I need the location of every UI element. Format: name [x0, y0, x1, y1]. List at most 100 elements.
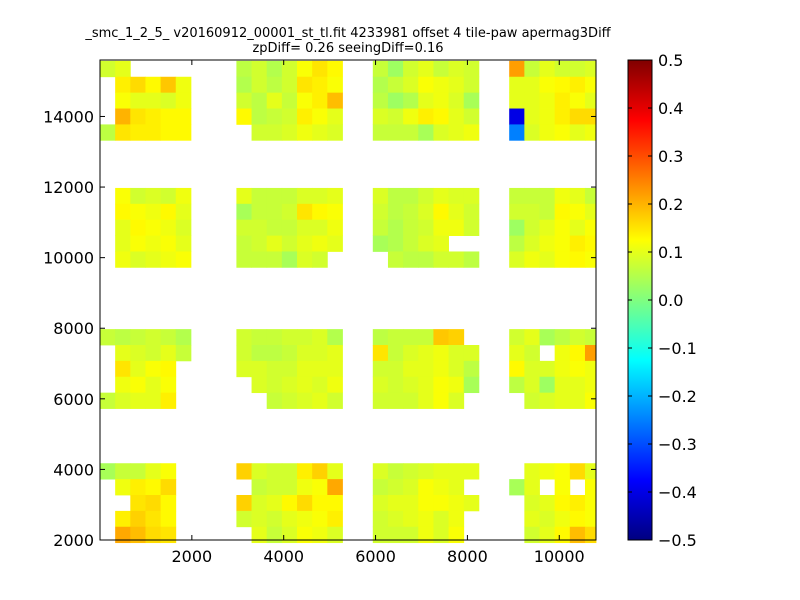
heatmap-cell — [297, 251, 313, 268]
heatmap-cell — [130, 251, 146, 268]
heatmap-cell — [160, 495, 177, 512]
heatmap-cell — [372, 526, 389, 544]
heatmap-cell — [160, 360, 177, 378]
heatmap-cell — [266, 345, 283, 362]
heatmap-cell — [297, 329, 313, 346]
heatmap-cell — [327, 392, 343, 409]
heatmap-cell — [524, 92, 540, 109]
heatmap-cell — [463, 219, 480, 236]
heatmap-cell — [448, 376, 465, 394]
heatmap-cell — [524, 495, 540, 512]
heatmap-cell — [403, 329, 419, 346]
heatmap-cell — [266, 479, 283, 496]
x-tick-label: 2000 — [171, 547, 212, 566]
heatmap-cell — [251, 187, 268, 205]
heatmap-cell — [266, 60, 283, 78]
heatmap-cell — [281, 345, 298, 362]
heatmap-cell — [509, 479, 525, 496]
heatmap-cell — [372, 495, 389, 512]
heatmap-cell — [115, 392, 131, 409]
heatmap-cell — [569, 526, 586, 544]
heatmap-cell — [312, 526, 328, 544]
heatmap-cell — [554, 479, 571, 496]
heatmap-cell — [418, 108, 434, 125]
heatmap-cell — [539, 203, 556, 221]
heatmap-cell — [115, 376, 131, 394]
heatmap-cell — [569, 219, 586, 236]
heatmap-cell — [584, 219, 597, 236]
heatmap-cell — [145, 124, 162, 141]
heatmap-cell — [569, 108, 586, 125]
heatmap-cell — [554, 187, 571, 205]
heatmap-cell — [312, 124, 328, 141]
heatmap-cell — [569, 463, 586, 480]
heatmap-cell — [554, 124, 571, 141]
heatmap-cell — [433, 345, 449, 362]
heatmap-cell — [145, 219, 162, 236]
heatmap-cell — [160, 463, 177, 480]
heatmap-cell — [539, 108, 556, 125]
heatmap-cell — [403, 392, 419, 409]
heatmap-cell — [372, 360, 389, 378]
heatmap-cell — [539, 463, 556, 480]
heatmap-cell — [433, 76, 449, 94]
heatmap-cell — [463, 124, 480, 141]
heatmap-cell — [539, 329, 556, 346]
heatmap-cell — [372, 463, 389, 480]
heatmap-cell — [403, 526, 419, 544]
heatmap-cell — [418, 392, 434, 409]
heatmap-cell — [266, 219, 283, 236]
colorbar-tick-label: 0.2 — [658, 195, 683, 214]
heatmap-cell — [524, 329, 540, 346]
heatmap-cell — [554, 345, 571, 362]
heatmap-cell — [251, 108, 268, 125]
heatmap-cell — [312, 60, 328, 78]
axes: 2000 4000 6000 8000 10000 2000 4000 6000 8000 100… — [43, 60, 596, 566]
heatmap-cell — [100, 60, 116, 78]
heatmap-cell — [509, 203, 525, 221]
heatmap-cell — [130, 124, 146, 141]
heatmap-cell — [327, 526, 343, 544]
heatmap-cell — [327, 60, 343, 78]
heatmap-cell — [130, 526, 146, 544]
heatmap-cell — [327, 108, 343, 125]
y-tick-label: 8000 — [53, 319, 94, 338]
heatmap-cell — [403, 510, 419, 528]
heatmap-cell — [569, 392, 586, 409]
heatmap-cell — [130, 360, 146, 378]
heatmap-cell — [524, 251, 540, 268]
heatmap-cell — [115, 463, 131, 480]
heatmap-cell — [554, 76, 571, 94]
heatmap-cell — [236, 187, 252, 205]
heatmap-cell — [115, 60, 131, 78]
heatmap-cell — [448, 108, 465, 125]
heatmap-cell — [539, 526, 556, 544]
y-tick-label: 10000 — [43, 249, 94, 268]
heatmap-cell — [433, 60, 449, 78]
heatmap-cell — [130, 392, 146, 409]
heatmap-cell — [327, 510, 343, 528]
heatmap-cell — [312, 463, 328, 480]
y-tick-label: 2000 — [53, 531, 94, 550]
heatmap-cell — [524, 76, 540, 94]
heatmap-cell — [554, 329, 571, 346]
heatmap-cell — [130, 203, 146, 221]
heatmap-cell — [327, 495, 343, 512]
heatmap-cell — [387, 376, 404, 394]
heatmap-cell — [372, 76, 389, 94]
heatmap-cell — [584, 495, 597, 512]
heatmap-cell — [175, 219, 192, 236]
heatmap-cell — [418, 479, 434, 496]
heatmap-cell — [236, 329, 252, 346]
heatmap-cell — [584, 76, 597, 94]
heatmap-cell — [448, 345, 465, 362]
heatmap-cell — [312, 76, 328, 94]
heatmap-cell — [372, 124, 389, 141]
heatmap-cell — [463, 92, 480, 109]
heatmap-cell — [524, 187, 540, 205]
heatmap-cell — [297, 108, 313, 125]
heatmap-cell — [312, 187, 328, 205]
heatmap-cell — [584, 345, 597, 362]
heatmap-cell — [433, 495, 449, 512]
